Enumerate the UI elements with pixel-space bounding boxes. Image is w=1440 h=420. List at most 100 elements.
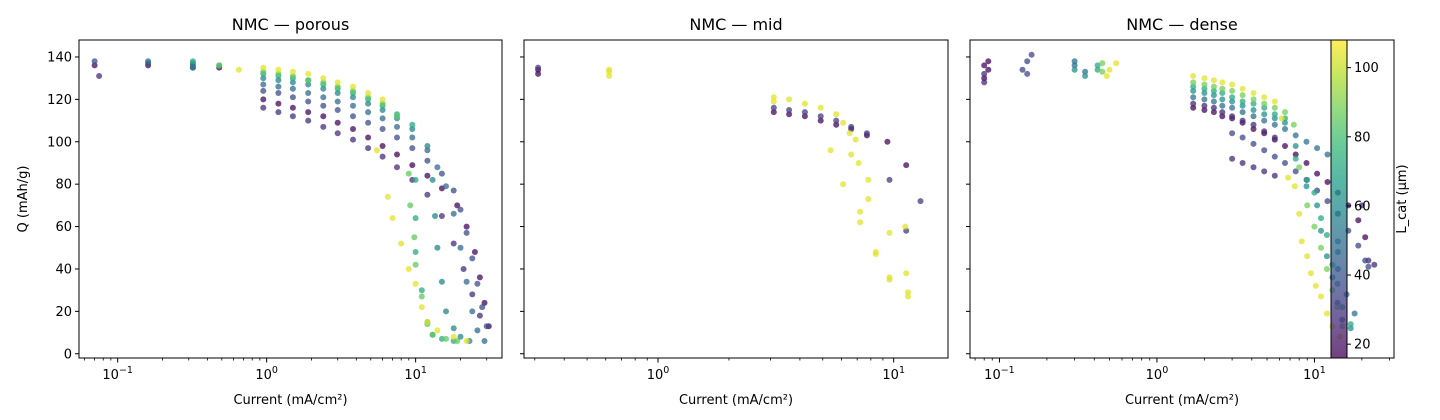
data-point — [817, 104, 824, 111]
data-point — [365, 90, 372, 96]
data-point — [1239, 160, 1246, 166]
data-point — [1239, 134, 1246, 141]
data-point — [786, 96, 793, 103]
data-point — [1239, 109, 1246, 116]
data-point — [1347, 321, 1354, 328]
data-point — [1250, 90, 1257, 96]
data-point — [471, 249, 478, 255]
data-point — [379, 100, 386, 107]
data-point — [379, 143, 386, 149]
data-point — [350, 136, 356, 143]
data-point — [1094, 62, 1101, 69]
data-point — [289, 104, 296, 111]
data-point — [260, 68, 267, 75]
data-point — [424, 191, 431, 198]
data-point — [1362, 234, 1369, 241]
data-point — [469, 291, 476, 298]
data-point — [305, 109, 312, 116]
data-point — [412, 176, 419, 183]
data-point — [852, 136, 859, 143]
data-point — [1271, 153, 1278, 160]
y-tick-label: 20 — [55, 305, 72, 320]
data-point — [863, 130, 870, 137]
y-tick-label: 100 — [47, 135, 72, 150]
data-point — [1347, 325, 1354, 332]
data-point — [260, 104, 267, 111]
data-point — [389, 215, 396, 222]
data-point — [409, 121, 416, 128]
data-point — [481, 338, 488, 344]
data-point — [981, 62, 988, 69]
colorbar-gradient — [1331, 40, 1347, 358]
data-point — [1271, 98, 1278, 105]
data-point — [476, 274, 483, 281]
data-point — [981, 70, 988, 77]
data-point — [1210, 104, 1217, 111]
data-point — [305, 117, 312, 124]
data-point — [1229, 87, 1236, 94]
data-point — [1201, 102, 1208, 109]
data-point — [1323, 266, 1330, 272]
data-point — [535, 64, 542, 71]
data-point — [886, 229, 893, 236]
panel-2: NMC — mid Current (mA/cm²) 100 101 — [520, 15, 949, 408]
data-point — [474, 327, 481, 334]
data-point — [1303, 138, 1310, 145]
data-point — [1113, 60, 1120, 67]
data-point — [1201, 85, 1208, 92]
data-point — [394, 164, 400, 171]
data-point — [1371, 261, 1378, 268]
data-point — [1239, 85, 1246, 92]
data-point — [334, 79, 341, 86]
data-point — [365, 109, 372, 116]
data-point — [1250, 121, 1257, 128]
data-point — [398, 240, 405, 247]
data-point — [275, 109, 282, 116]
data-point — [350, 94, 356, 101]
data-point — [1285, 174, 1292, 181]
data-point — [334, 119, 341, 126]
data-point — [1099, 68, 1106, 75]
data-point — [886, 176, 893, 183]
data-point — [373, 147, 380, 154]
data-point — [865, 176, 872, 183]
x-tick-label: 100 — [647, 365, 670, 383]
data-point — [1271, 121, 1278, 128]
data-point — [1071, 58, 1078, 65]
data-point — [1201, 90, 1208, 96]
series-lcat-group — [91, 62, 492, 330]
data-point — [1229, 98, 1236, 105]
data-point — [1099, 60, 1106, 67]
y-tick-label: 120 — [47, 93, 72, 108]
data-point — [1201, 107, 1208, 113]
data-point — [379, 115, 386, 122]
data-point — [1219, 102, 1226, 109]
data-point — [770, 94, 777, 101]
data-point — [1292, 168, 1299, 175]
data-point — [1239, 98, 1246, 105]
data-point — [418, 293, 425, 300]
data-point — [1210, 87, 1217, 94]
data-point — [305, 98, 312, 105]
data-point — [418, 287, 425, 294]
data-point — [289, 113, 296, 120]
data-point — [1298, 238, 1305, 245]
x-tick-label: 100 — [255, 365, 278, 383]
data-point — [770, 98, 777, 105]
data-point — [884, 138, 891, 145]
data-point — [365, 94, 372, 101]
data-point — [1290, 121, 1297, 128]
data-point — [365, 145, 372, 152]
series-lcat-group — [189, 58, 457, 344]
data-point — [886, 276, 893, 283]
data-point — [1271, 111, 1278, 118]
data-point — [384, 193, 391, 200]
data-point — [145, 58, 152, 65]
data-point — [454, 202, 461, 209]
data-point — [1271, 134, 1278, 141]
data-point — [334, 90, 341, 96]
data-point — [1261, 94, 1268, 101]
data-point — [1261, 117, 1268, 124]
data-point — [394, 113, 400, 120]
